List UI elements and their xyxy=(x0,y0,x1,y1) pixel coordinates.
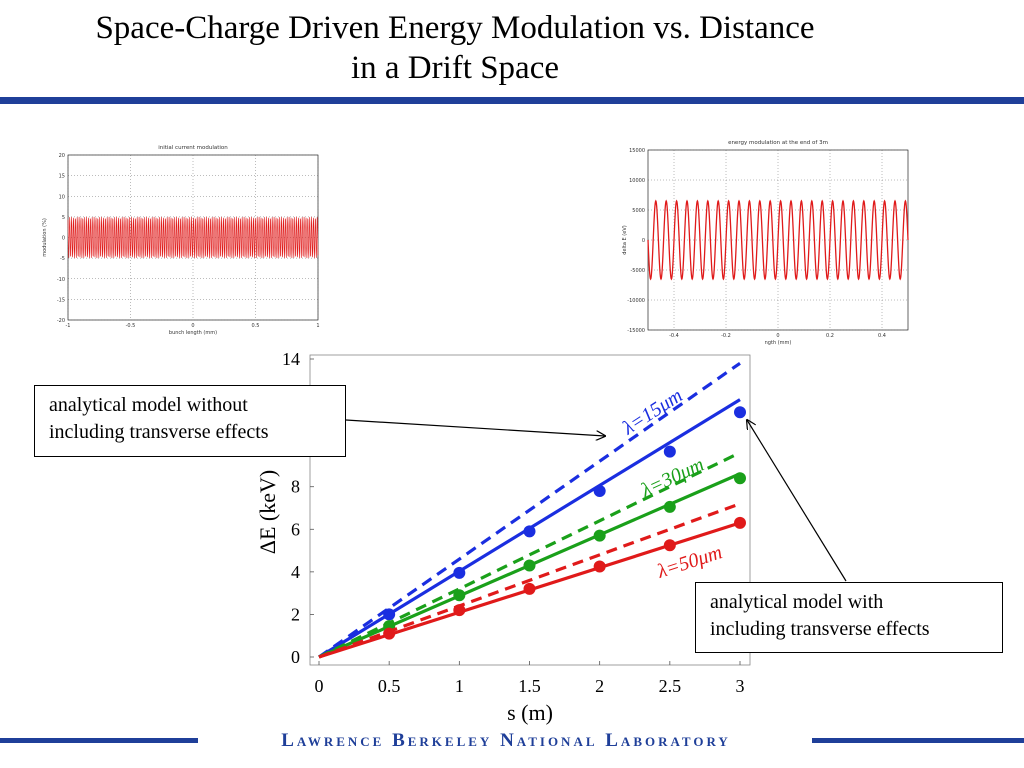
sine-series xyxy=(647,199,909,281)
x-tick-label: 0 xyxy=(776,333,779,339)
x-tick-label: 0 xyxy=(191,323,194,329)
small-plot-ylabel: modulation (%) xyxy=(42,218,48,257)
x-tick-label: 0.2 xyxy=(826,333,834,339)
sine-series xyxy=(67,216,319,259)
data-point xyxy=(663,445,676,458)
small-plot-1: -0.4 -0.2 0 0.2 0.4 15000 10000 5000 0 -5000 -1000… xyxy=(622,140,909,346)
data-point xyxy=(593,484,606,497)
arrow-to-dashed-line xyxy=(345,419,605,436)
data-point xyxy=(663,539,676,552)
y-tick-label: 20 xyxy=(59,153,65,159)
y-tick-label: 4 xyxy=(291,562,300,582)
dashed-model-line xyxy=(318,361,741,659)
title-underline-bar xyxy=(0,97,1024,104)
main-y-axis-label: ΔE (keV) xyxy=(255,470,280,554)
x-tick-label: 0 xyxy=(315,676,324,696)
y-tick-label: -10000 xyxy=(627,298,645,304)
x-tick-label: 1 xyxy=(455,676,464,696)
data-point xyxy=(453,589,466,602)
y-tick-label: -5 xyxy=(60,256,65,262)
y-tick-label: 5000 xyxy=(632,208,645,214)
small-plot-xlabel: bunch length (mm) xyxy=(169,330,217,336)
x-tick-label: -0.5 xyxy=(126,323,136,329)
y-tick-label: 0 xyxy=(642,238,645,244)
small-plot-0: -1 -0.5 0 0.5 1 20 15 10 5 0 -5 -10 -15 -20 initial cu… xyxy=(42,145,320,336)
x-tick-label: -0.2 xyxy=(721,333,731,339)
slide-title-line-2: in a Drift Space xyxy=(350,50,559,86)
data-point xyxy=(593,529,606,542)
footer-bar-right xyxy=(812,738,1024,743)
main-chart: 00.511.522.5302468101214s (m)ΔE (keV)λ=1… xyxy=(255,349,751,725)
x-tick-label: -0.4 xyxy=(669,333,679,339)
y-tick-label: -10 xyxy=(57,277,65,283)
small-plot-title: energy modulation at the end of 3m xyxy=(728,140,828,146)
y-tick-label: 14 xyxy=(282,349,300,369)
data-point xyxy=(734,516,746,529)
data-point xyxy=(523,559,536,572)
y-tick-label: 6 xyxy=(291,519,300,539)
x-tick-label: 2 xyxy=(595,676,604,696)
data-point xyxy=(663,500,676,513)
data-point xyxy=(453,604,466,617)
callout-right-line-2: including transverse effects xyxy=(710,618,930,640)
x-tick-label: 3 xyxy=(736,676,745,696)
x-tick-label: 0.5 xyxy=(378,676,401,696)
callout-without-transverse: analytical model without including trans… xyxy=(34,385,346,457)
callout-right-line-1: analytical model with xyxy=(710,591,884,613)
series-2 xyxy=(318,502,746,659)
y-tick-label: -20 xyxy=(57,318,65,324)
slide-title: Space-Charge Driven Energy Modulation vs… xyxy=(0,8,910,88)
data-point xyxy=(383,608,396,621)
x-tick-label: 2.5 xyxy=(659,676,682,696)
slide-title-line-1: Space-Charge Driven Energy Modulation vs… xyxy=(95,10,815,46)
y-tick-label: -15 xyxy=(57,297,65,303)
data-point xyxy=(383,627,396,640)
data-point xyxy=(523,525,536,538)
small-plot-xlabel: ngth (mm) xyxy=(765,340,792,346)
data-point xyxy=(593,560,606,573)
x-tick-label: 1.5 xyxy=(518,676,541,696)
y-tick-label: 8 xyxy=(291,477,300,497)
x-tick-label: -1 xyxy=(66,323,71,329)
callout-left-line-2: including transverse effects xyxy=(49,421,269,443)
series-0 xyxy=(318,361,746,659)
footer-lab-name: Lawrence Berkeley National Laboratory xyxy=(281,730,731,751)
y-tick-label: 5 xyxy=(62,215,65,221)
main-x-axis-label: s (m) xyxy=(507,700,553,725)
data-point xyxy=(523,582,536,595)
footer-bar-left xyxy=(0,738,198,743)
y-tick-label: 10000 xyxy=(629,178,645,184)
x-tick-label: 1 xyxy=(316,323,319,329)
data-point xyxy=(453,566,466,579)
arrow-to-solid-line xyxy=(747,420,847,582)
callout-left-line-1: analytical model without xyxy=(49,394,248,416)
data-point xyxy=(734,472,746,485)
y-tick-label: -5000 xyxy=(630,268,645,274)
data-point xyxy=(734,406,746,419)
y-tick-label: 10 xyxy=(59,194,65,200)
y-tick-label: 15 xyxy=(59,174,65,180)
y-tick-label: 15000 xyxy=(629,148,645,154)
y-tick-label: 2 xyxy=(291,604,300,624)
small-plot-title: initial current modulation xyxy=(158,145,228,151)
callout-with-transverse: analytical model with including transver… xyxy=(695,582,1003,653)
x-tick-label: 0.4 xyxy=(878,333,886,339)
y-tick-label: -15000 xyxy=(627,328,645,334)
x-tick-label: 0.5 xyxy=(252,323,260,329)
y-tick-label: 0 xyxy=(62,236,65,242)
y-tick-label: 0 xyxy=(291,647,300,667)
small-plot-ylabel: delta E (eV) xyxy=(622,225,628,254)
series-1 xyxy=(318,451,746,659)
